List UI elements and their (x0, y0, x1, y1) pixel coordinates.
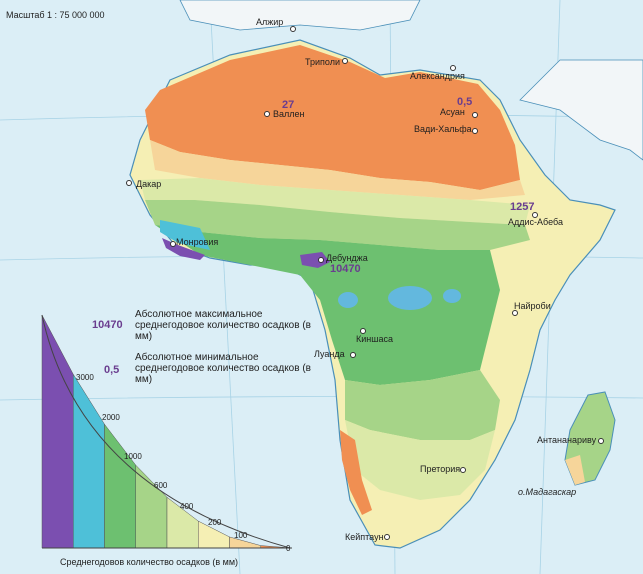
city-dot (264, 111, 270, 117)
legend-tick: 600 (154, 481, 168, 490)
zone-south-400-600 (345, 420, 495, 500)
europe (179, 0, 421, 31)
zone-wet-coast-cameroon (300, 252, 330, 268)
city-dot (360, 328, 366, 334)
city-label: Монровия (176, 237, 219, 247)
zone-100-200 (150, 140, 525, 200)
legend-max-sample: 10470 (92, 319, 123, 331)
city-dot (342, 58, 348, 64)
city-dot (290, 26, 296, 32)
city-label: Найроби (514, 301, 551, 311)
city-label: Киншаса (356, 334, 393, 344)
zone-namib (340, 430, 372, 515)
legend-tick: 100 (234, 531, 248, 540)
legend-tick: 200 (208, 518, 222, 527)
legend-tick: 400 (180, 502, 194, 511)
city-dot (126, 180, 132, 186)
city-dot (472, 128, 478, 134)
legend-max-text: Абсолютное максимальное среднегодовое ко… (135, 309, 311, 342)
value-aswan: 0,5 (457, 96, 473, 108)
legend-min-sample: 0,5 (104, 364, 120, 376)
city-label: Кейптаун (345, 532, 384, 542)
island-label: о.Мадагаскар (518, 487, 577, 497)
city-dot (472, 112, 478, 118)
city-label: Александрия (410, 71, 465, 81)
city-dot (532, 212, 538, 218)
legend-tick: 0 (286, 544, 291, 553)
legend-tick: 2000 (102, 413, 120, 422)
arabia (519, 59, 643, 161)
city-dot (170, 241, 176, 247)
map-scale: Масштаб 1 : 75 000 000 (6, 10, 105, 20)
zone-2000-3000-west (160, 220, 210, 250)
city-dot (512, 310, 518, 316)
city-label: Луанда (314, 349, 345, 359)
lake (338, 292, 358, 308)
city-label: Валлен (273, 109, 305, 119)
zone-south-600-1000 (345, 370, 500, 440)
city-dot (598, 438, 604, 444)
city-label: Антананариву (537, 435, 597, 445)
city-dot (460, 467, 466, 473)
city-label: Дебунджа (326, 253, 368, 263)
city-dot (350, 352, 356, 358)
zone-600-1000 (145, 200, 530, 250)
city-label: Претория (420, 464, 461, 474)
zone-400-600 (140, 178, 530, 225)
city-label: Алжир (256, 17, 284, 27)
legend-caption: Среднегодовов количество осадков (в мм) (60, 557, 239, 567)
city-dot (318, 257, 324, 263)
city-dot (450, 65, 456, 71)
zone-1000-2000 (155, 225, 500, 385)
lake (443, 289, 461, 303)
value-addis: 1257 (510, 201, 535, 213)
legend-curve (41, 314, 291, 549)
madagascar-dry (565, 455, 585, 485)
city-label: Асуан (440, 107, 465, 117)
lake (388, 286, 432, 310)
value-debundscha: 10470 (330, 263, 361, 275)
zone-0-100 (145, 45, 520, 190)
legend-min-text: Абсолютное минимальное среднегодовое кол… (135, 352, 311, 385)
legend-tick: 3000 (76, 373, 94, 382)
city-label: Аддис-Абеба (508, 217, 563, 227)
city-dot (384, 534, 390, 540)
city-label: Дакар (136, 179, 162, 189)
city-label: Вади-Хальфа (414, 124, 472, 134)
city-label: Триполи (305, 57, 340, 67)
value-vallen: 27 (282, 99, 295, 111)
legend-tick: 1000 (124, 452, 142, 461)
legend-scale (41, 314, 293, 549)
